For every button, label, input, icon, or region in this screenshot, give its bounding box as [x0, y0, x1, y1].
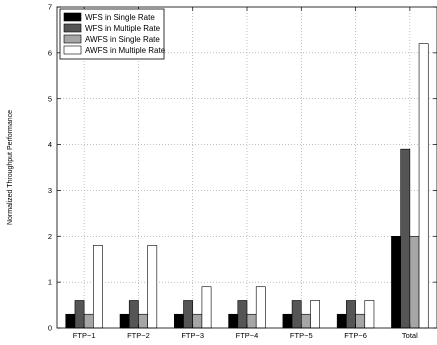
y-tick-label: 7 [48, 3, 52, 12]
legend-swatch [63, 34, 82, 44]
bars [65, 43, 429, 329]
bar-awfs-in-multiple-rate [93, 245, 103, 329]
legend-label: AWFS in Single Rate [85, 35, 160, 44]
bar-awfs-in-multiple-rate [201, 286, 212, 329]
bar-awfs-in-multiple-rate [147, 245, 158, 329]
bar-wfs-in-single-rate [391, 235, 401, 329]
y-tick-label: 5 [48, 94, 52, 103]
x-tick-label: Total [402, 331, 418, 340]
legend-swatch [63, 12, 82, 22]
x-tick-label: FTP−4 [236, 331, 259, 340]
legend-label: AWFS in Multiple Rate [85, 46, 166, 55]
bar-wfs-in-single-rate [65, 313, 76, 329]
bar-awfs-in-multiple-rate [364, 300, 375, 329]
y-tick-label: 4 [48, 140, 52, 149]
bar-wfs-in-multiple-rate [346, 300, 356, 329]
y-tick-label: 0 [48, 324, 52, 333]
y-tick-label: 3 [48, 186, 52, 195]
bar-wfs-in-multiple-rate [237, 300, 248, 329]
bar-wfs-in-multiple-rate [183, 300, 194, 329]
legend: WFS in Single Rate WFS in Multiple Rate AW… [59, 8, 166, 60]
bar-wfs-in-multiple-rate [400, 148, 411, 329]
bar-awfs-in-single-rate [355, 313, 366, 329]
y-axis-title: Normalized Throughput Performance [7, 110, 14, 225]
x-tick-label: FTP−3 [181, 331, 204, 340]
bar-wfs-in-single-rate [174, 313, 184, 329]
y-tick-label: 2 [48, 232, 52, 241]
bar-awfs-in-single-rate [138, 313, 148, 329]
bar-awfs-in-single-rate [409, 235, 420, 329]
x-tick-label: FTP−6 [344, 331, 367, 340]
x-tick-label: FTP−1 [73, 331, 96, 340]
legend-swatch [63, 23, 82, 33]
legend-label: WFS in Single Rate [85, 13, 155, 22]
bar-awfs-in-single-rate [246, 313, 257, 329]
legend-label: WFS in Multiple Rate [85, 24, 161, 33]
bar-awfs-in-single-rate [300, 313, 311, 329]
bar-awfs-in-multiple-rate [255, 286, 266, 329]
bar-wfs-in-single-rate [119, 313, 130, 329]
bar-wfs-in-single-rate [228, 313, 239, 329]
ticks: 0 1 2 3 4 5 6 7 FTP−1 FTP−2 FTP−3 FTP−4 FTP−5 FTP−6 To… [48, 3, 437, 340]
bar-awfs-in-single-rate [83, 313, 94, 329]
x-tick-label: FTP−2 [127, 331, 150, 340]
bar-wfs-in-single-rate [336, 313, 347, 329]
bar-awfs-in-multiple-rate [310, 300, 320, 329]
bar-wfs-in-multiple-rate [74, 300, 85, 329]
y-tick-label: 6 [48, 48, 52, 57]
y-tick-label: 1 [48, 278, 52, 287]
bar-wfs-in-multiple-rate [291, 300, 302, 329]
x-tick-label: FTP−5 [290, 331, 313, 340]
legend-swatch [63, 45, 82, 55]
bar-awfs-in-single-rate [192, 313, 203, 329]
bar-wfs-in-single-rate [282, 313, 293, 329]
bar-wfs-in-multiple-rate [128, 300, 139, 329]
bar-awfs-in-multiple-rate [418, 43, 429, 329]
